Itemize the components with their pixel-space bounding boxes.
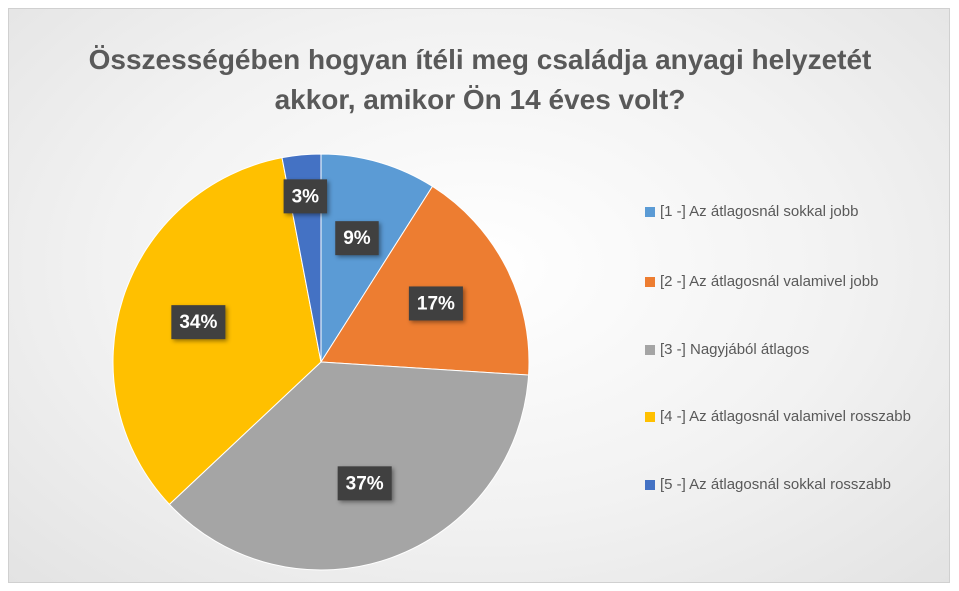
data-label: 37% [337, 466, 392, 501]
chart-title: Összességében hogyan ítéli meg családja … [88, 44, 872, 115]
legend-label: [5 -] Az átlagosnál sokkal rosszabb [660, 476, 891, 493]
data-label: 34% [171, 305, 226, 340]
data-label-text: 9% [343, 228, 371, 249]
legend-swatch [645, 412, 655, 422]
pie-slice [320, 153, 434, 364]
legend-swatch [645, 207, 655, 217]
data-label-box [171, 305, 226, 340]
legend-label: [1 -] Az átlagosnál sokkal jobb [660, 203, 859, 220]
data-label: 9% [335, 221, 379, 256]
legend-label: [3 -] Nagyjából átlagos [660, 341, 810, 358]
legend-swatch [645, 277, 655, 287]
data-label-box [408, 286, 463, 321]
data-label-text: 17% [417, 293, 455, 314]
legend-swatch [645, 345, 655, 355]
legend-item: [1 -] Az átlagosnál sokkal jobb [645, 200, 945, 223]
legend-item: [2 -] Az átlagosnál valamivel jobb [645, 270, 945, 293]
data-label-box [337, 466, 392, 501]
data-label-text: 34% [179, 312, 217, 333]
legend-label: [2 -] Az átlagosnál valamivel jobb [660, 273, 879, 290]
legend-item: [5 -] Az átlagosnál sokkal rosszabb [645, 473, 945, 496]
legend-item: [3 -] Nagyjából átlagos [645, 338, 945, 361]
legend-label: [4 -] Az átlagosnál valamivel rosszabb [660, 408, 911, 425]
data-label-box [335, 221, 379, 256]
data-label-box [283, 179, 328, 214]
data-label: 3% [283, 179, 328, 214]
data-label: 17% [408, 286, 463, 321]
data-label-text: 3% [292, 186, 320, 207]
pie-slice [320, 185, 530, 376]
legend-swatch [645, 480, 655, 490]
data-label-text: 37% [346, 473, 384, 494]
pie-slice [168, 361, 530, 571]
legend-item: [4 -] Az átlagosnál valamivel rosszabb [645, 405, 945, 428]
